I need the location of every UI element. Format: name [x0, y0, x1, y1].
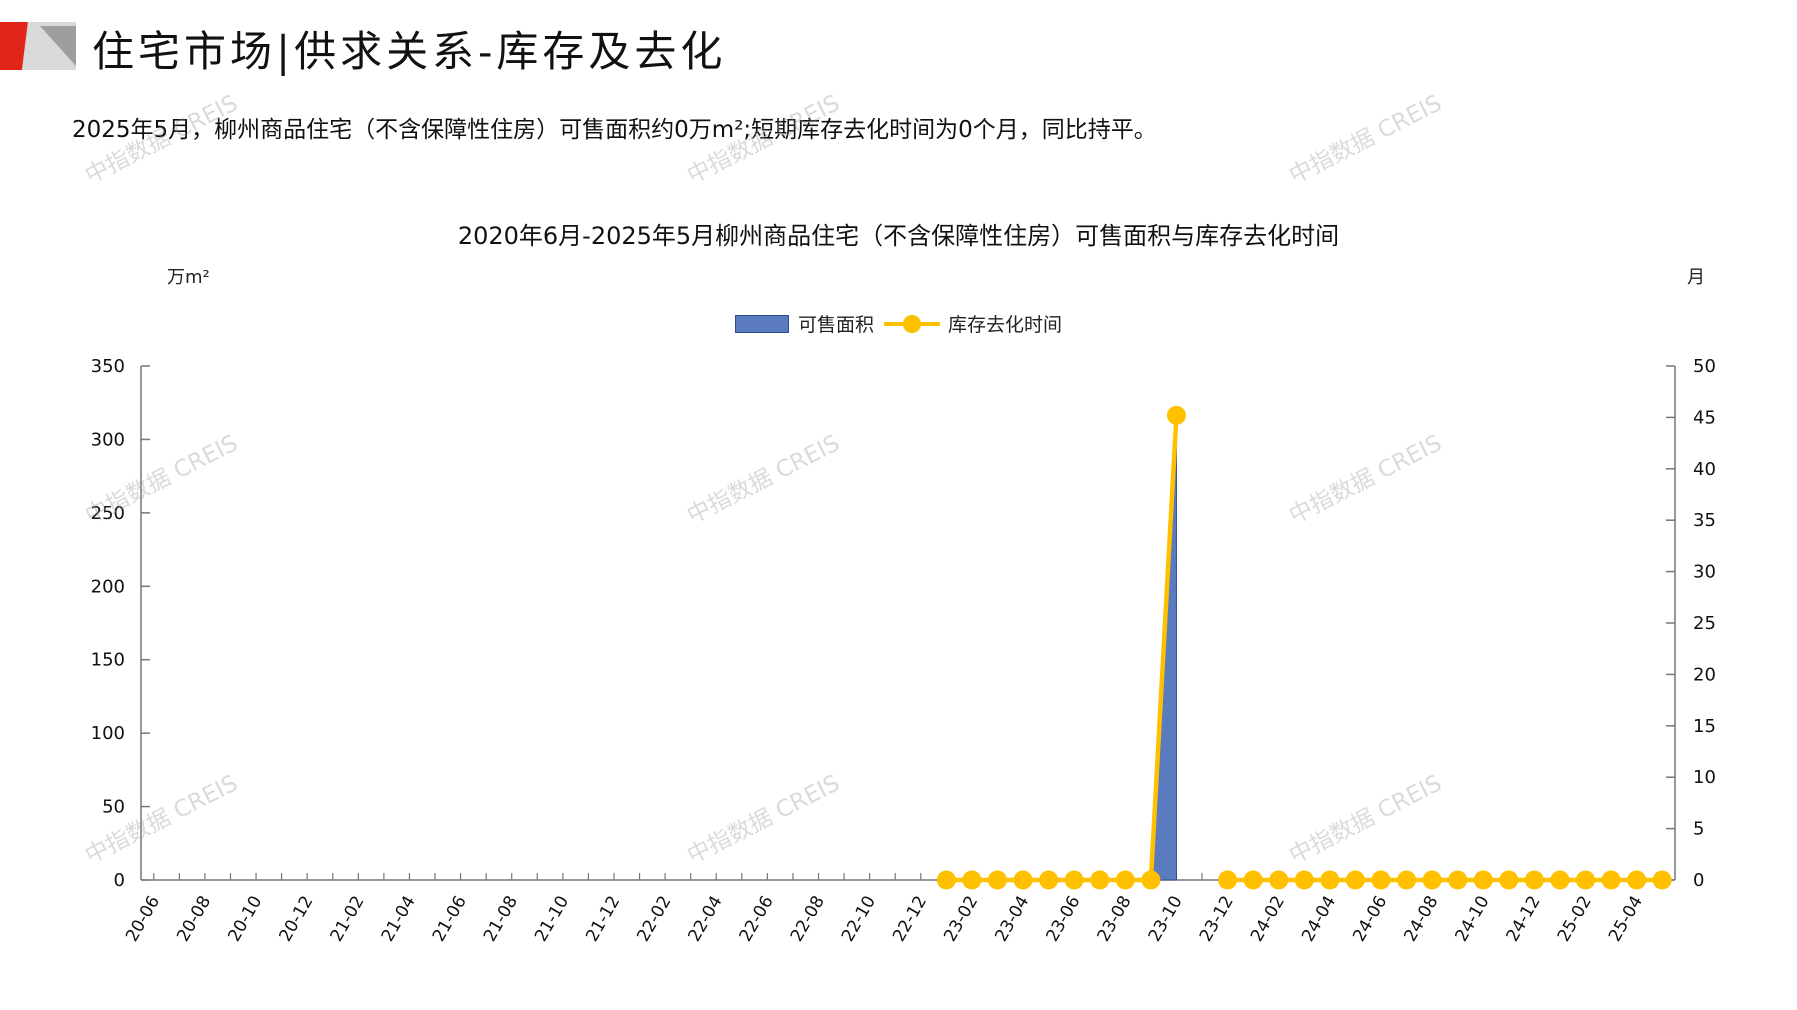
x-tick-label: 22-10 [838, 893, 880, 946]
line-point [1397, 870, 1417, 890]
line-point [1422, 870, 1442, 890]
line-point [1039, 870, 1059, 890]
x-tick-label: 21-02 [327, 893, 369, 946]
right-y-tick-label: 25 [1693, 613, 1716, 634]
line-point [1269, 870, 1289, 890]
line-point [1166, 405, 1186, 425]
line-point [1115, 870, 1135, 890]
x-tick-label: 25-02 [1554, 893, 1596, 946]
right-y-tick-label: 45 [1693, 407, 1716, 428]
right-y-tick-label: 0 [1693, 870, 1704, 891]
x-tick-label: 24-08 [1400, 893, 1442, 946]
line-point [962, 870, 982, 890]
line-point [1448, 870, 1468, 890]
line-point [1499, 870, 1519, 890]
legend-item-area: 可售面积 [734, 310, 874, 337]
left-y-tick-label: 350 [91, 356, 125, 377]
x-tick-label: 23-06 [1042, 893, 1084, 946]
x-tick-label: 21-06 [429, 893, 471, 946]
x-tick-label: 22-04 [685, 893, 727, 946]
line-point [1371, 870, 1391, 890]
x-tick-label: 23-02 [940, 893, 982, 946]
x-tick-label: 20-12 [275, 893, 317, 946]
chart-legend: 可售面积 库存去化时间 [0, 310, 1797, 337]
x-tick-label: 23-12 [1196, 893, 1238, 946]
line-point [1141, 870, 1161, 890]
line-point [1345, 870, 1365, 890]
chart-title: 2020年6月-2025年5月柳州商品住宅（不含保障性住房）可售面积与库存去化时… [457, 222, 1340, 250]
x-tick-label: 21-04 [378, 893, 420, 946]
line-point [1090, 870, 1110, 890]
x-tick-label: 22-02 [633, 893, 675, 946]
left-axis-unit: 万m² [167, 267, 210, 288]
x-tick-label: 23-10 [1145, 893, 1187, 946]
summary-text: 2025年5月，柳州商品住宅（不含保障性住房）可售面积约0万m²;短期库存去化时… [72, 117, 1157, 143]
right-y-tick-label: 35 [1693, 510, 1716, 531]
legend-item-line: 库存去化时间 [874, 310, 1062, 337]
x-tick-label: 24-10 [1452, 893, 1494, 946]
x-tick-label: 21-12 [582, 893, 624, 946]
x-tick-label: 24-04 [1298, 893, 1340, 946]
left-y-tick-label: 0 [114, 870, 125, 891]
right-y-tick-label: 40 [1693, 459, 1716, 480]
x-tick-label: 22-06 [736, 893, 778, 946]
x-tick-label: 25-04 [1605, 893, 1647, 946]
legend-label-line: 库存去化时间 [948, 314, 1063, 336]
x-tick-label: 23-04 [991, 893, 1033, 946]
x-tick-label: 24-12 [1503, 893, 1545, 946]
right-y-tick-label: 10 [1693, 767, 1716, 788]
line-point [1013, 870, 1033, 890]
left-y-tick-label: 300 [91, 429, 125, 450]
line-point [987, 870, 1007, 890]
legend-swatch-line [884, 314, 940, 333]
x-tick-label: 22-12 [889, 893, 931, 946]
x-tick-label: 23-08 [1094, 893, 1136, 946]
right-y-tick-label: 15 [1693, 716, 1716, 737]
line-point [1294, 870, 1314, 890]
line-point [936, 870, 956, 890]
left-y-tick-label: 150 [91, 650, 125, 671]
line-point [1576, 870, 1596, 890]
line-point [1524, 870, 1544, 890]
x-tick-label: 21-10 [531, 893, 573, 946]
line-series-destock-time [946, 415, 1179, 883]
left-y-tick-label: 200 [91, 576, 125, 597]
right-y-tick-label: 50 [1693, 356, 1716, 377]
line-point [1064, 870, 1084, 890]
area-series-available-stock [946, 445, 1177, 881]
line-point [1550, 870, 1570, 890]
legend-label-area: 可售面积 [797, 314, 874, 336]
line-point [1627, 870, 1647, 890]
line-point [1218, 870, 1238, 890]
line-point [1473, 870, 1493, 890]
x-tick-label: 20-06 [122, 893, 164, 946]
legend-swatch-area [734, 314, 789, 333]
x-tick-label: 20-10 [224, 893, 266, 946]
x-tick-label: 20-08 [173, 893, 215, 946]
left-y-tick-label: 50 [102, 797, 125, 818]
left-y-tick-label: 100 [91, 723, 125, 744]
right-y-tick-label: 30 [1693, 562, 1716, 583]
x-tick-label: 24-06 [1349, 893, 1391, 946]
right-axis-unit: 月 [1687, 267, 1705, 288]
x-tick-label: 21-08 [480, 893, 522, 946]
line-point [1601, 870, 1621, 890]
line-point [1243, 870, 1263, 890]
brand-logo-icon [0, 22, 76, 70]
line-point [1320, 870, 1340, 890]
x-tick-label: 24-02 [1247, 893, 1289, 946]
right-y-tick-label: 5 [1693, 819, 1704, 840]
right-y-tick-label: 20 [1693, 664, 1716, 685]
page-title: 住宅市场|供求关系-库存及去化 [92, 27, 727, 76]
x-tick-label: 22-08 [787, 893, 829, 946]
line-point [1652, 870, 1672, 890]
left-y-tick-label: 250 [91, 503, 125, 524]
